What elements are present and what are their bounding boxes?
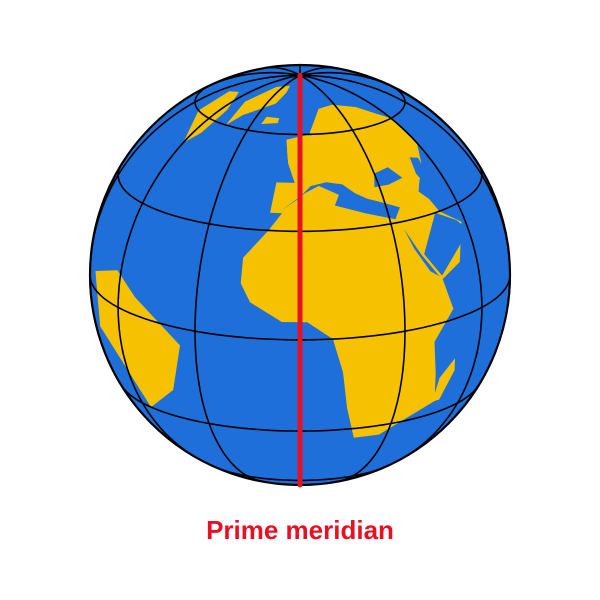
globe-svg bbox=[80, 55, 520, 495]
globe-diagram bbox=[80, 55, 520, 495]
caption-label: Prime meridian bbox=[206, 515, 394, 546]
